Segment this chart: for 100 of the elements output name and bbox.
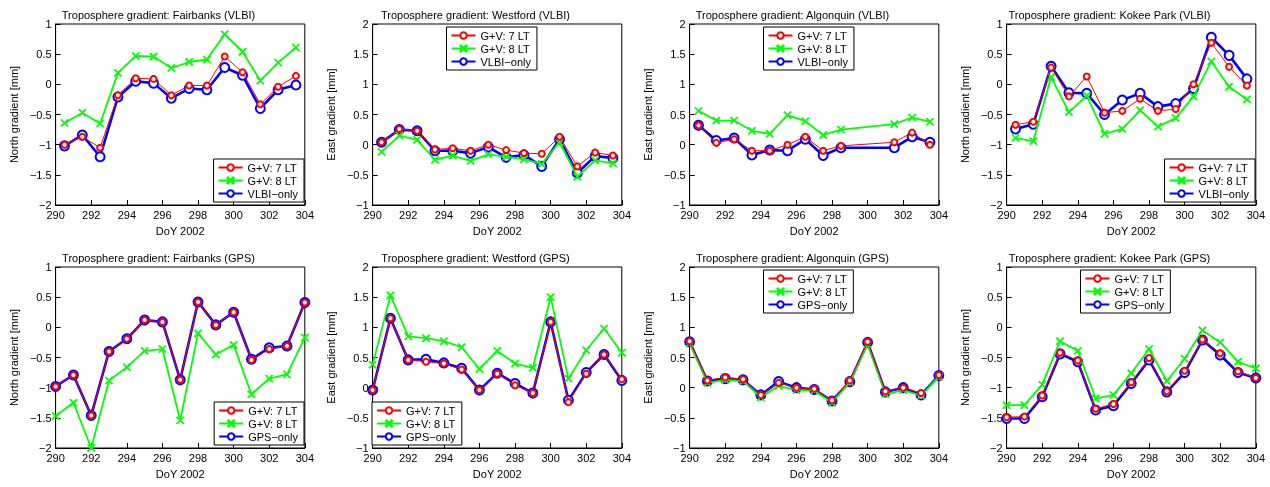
x-tick-label: 300 xyxy=(541,451,560,464)
y-axis-title: East gradient [mm] xyxy=(641,311,654,404)
legend-label: G+V: 7 LT xyxy=(1198,161,1249,174)
y-tick-label: 1 xyxy=(45,261,52,273)
x-tick-label: 304 xyxy=(1246,451,1265,464)
y-tick-label: 1.5 xyxy=(353,48,369,61)
y-tick-label: 0 xyxy=(996,321,1003,334)
x-tick-label: 294 xyxy=(751,208,770,221)
chart-title: Troposphere gradient: Westford (VLBI) xyxy=(381,8,570,21)
legend-label: G+V: 7 LT xyxy=(248,404,298,417)
y-tick-label: 1 xyxy=(362,321,369,334)
legend-label: VLBI−only xyxy=(1198,187,1250,200)
y-axis-title: North gradient [mm] xyxy=(7,65,20,164)
x-tick-label: 298 xyxy=(505,208,525,221)
y-tick-label: 0 xyxy=(679,138,686,151)
x-tick-label: 296 xyxy=(787,208,806,221)
x-tick-label: 294 xyxy=(1068,208,1087,221)
x-tick-label: 292 xyxy=(399,451,418,464)
y-tick-label: −2 xyxy=(39,442,52,454)
y-tick-label: −1 xyxy=(990,381,1003,394)
x-tick-label: 302 xyxy=(260,451,279,464)
x-tick-label: 296 xyxy=(153,451,172,464)
legend-label: G+V: 8 LT xyxy=(248,417,298,430)
x-tick-label: 302 xyxy=(894,451,913,464)
y-tick-label: −0.5 xyxy=(663,168,686,181)
y-tick-label: −1 xyxy=(673,442,686,454)
y-tick-label: 0.5 xyxy=(987,291,1003,304)
chart-title: Troposphere gradient: Kokee Park (GPS) xyxy=(1008,251,1211,264)
y-tick-label: −0.5 xyxy=(29,351,52,364)
chart-title: Troposphere gradient: Algonquin (GPS) xyxy=(696,251,889,264)
y-tick-label: 2 xyxy=(362,261,369,273)
y-tick-label: 0 xyxy=(996,78,1003,91)
x-axis-title: DoY 2002 xyxy=(472,224,522,237)
legend-label: G+V: 8 LT xyxy=(797,285,847,298)
x-axis-title: DoY 2002 xyxy=(1106,467,1156,480)
y-tick-label: −1 xyxy=(39,138,52,151)
y-axis-title: North gradient [mm] xyxy=(958,308,971,407)
x-axis-title: DoY 2002 xyxy=(1106,224,1156,237)
y-tick-label: 1.5 xyxy=(670,48,686,61)
chart-title: Troposphere gradient: Fairbanks (VLBI) xyxy=(61,8,256,21)
y-axis-title: East gradient [mm] xyxy=(324,68,337,161)
y-tick-label: 1 xyxy=(45,18,52,30)
chart-title: Troposphere gradient: Fairbanks (GPS) xyxy=(62,251,255,264)
x-tick-label: 292 xyxy=(1033,208,1052,221)
y-tick-label: −2 xyxy=(39,199,52,211)
legend-label: G+V: 8 LT xyxy=(480,42,530,55)
y-tick-label: 1 xyxy=(679,78,686,91)
y-tick-label: −0.5 xyxy=(980,351,1003,364)
x-tick-label: 292 xyxy=(1033,451,1052,464)
x-tick-label: 294 xyxy=(1068,451,1087,464)
y-tick-label: −0.5 xyxy=(980,108,1003,121)
x-tick-label: 302 xyxy=(1211,451,1230,464)
x-tick-label: 298 xyxy=(505,451,525,464)
y-tick-label: 2 xyxy=(679,18,686,30)
x-tick-label: 298 xyxy=(188,208,208,221)
x-tick-label: 296 xyxy=(1104,208,1123,221)
x-axis-title: DoY 2002 xyxy=(472,467,522,480)
x-tick-label: 292 xyxy=(82,208,101,221)
y-tick-label: 2 xyxy=(362,18,369,30)
legend-label: G+V: 7 LT xyxy=(797,272,847,285)
legend-label: G+V: 7 LT xyxy=(797,29,847,42)
x-tick-label: 290 xyxy=(680,451,699,464)
y-axis-title: East gradient [mm] xyxy=(324,311,337,404)
x-axis-title: DoY 2002 xyxy=(789,467,839,480)
y-axis-title: North gradient [mm] xyxy=(958,65,971,164)
x-tick-label: 300 xyxy=(858,208,877,221)
legend-label: G+V: 8 LT xyxy=(797,42,847,55)
y-tick-label: 2 xyxy=(679,261,686,273)
y-tick-label: 1 xyxy=(362,78,369,91)
y-tick-label: 0.5 xyxy=(987,48,1003,61)
x-tick-label: 300 xyxy=(1175,208,1194,221)
y-tick-label: −1 xyxy=(673,199,686,211)
legend-label: G+V: 7 LT xyxy=(406,404,456,417)
x-tick-label: 300 xyxy=(1175,451,1194,464)
y-tick-label: 0 xyxy=(362,381,369,394)
x-tick-label: 296 xyxy=(470,451,489,464)
legend-label: G+V: 7 LT xyxy=(247,161,298,174)
legend-label: G+V: 7 LT xyxy=(480,29,530,42)
x-tick-label: 292 xyxy=(82,451,101,464)
y-tick-label: −1.5 xyxy=(29,411,52,424)
y-tick-label: 0.5 xyxy=(36,48,52,61)
y-tick-label: 1 xyxy=(679,321,686,334)
x-tick-label: 290 xyxy=(680,208,699,221)
x-tick-label: 304 xyxy=(929,451,948,464)
y-axis-title: East gradient [mm] xyxy=(641,68,654,161)
x-tick-label: 290 xyxy=(997,451,1016,464)
x-tick-label: 294 xyxy=(117,451,136,464)
x-tick-label: 296 xyxy=(153,208,172,221)
y-tick-label: −1.5 xyxy=(980,411,1003,424)
y-tick-label: 0 xyxy=(679,381,686,394)
y-tick-label: 1.5 xyxy=(353,291,369,304)
x-tick-label: 298 xyxy=(822,208,842,221)
x-tick-label: 302 xyxy=(260,208,279,221)
y-tick-label: 0.5 xyxy=(670,108,686,121)
x-tick-label: 292 xyxy=(716,208,735,221)
legend-label: GPS−only xyxy=(1114,298,1165,311)
x-tick-label: 294 xyxy=(434,208,453,221)
x-tick-label: 298 xyxy=(822,451,842,464)
y-tick-label: −0.5 xyxy=(346,411,369,424)
y-tick-label: −2 xyxy=(990,199,1003,211)
